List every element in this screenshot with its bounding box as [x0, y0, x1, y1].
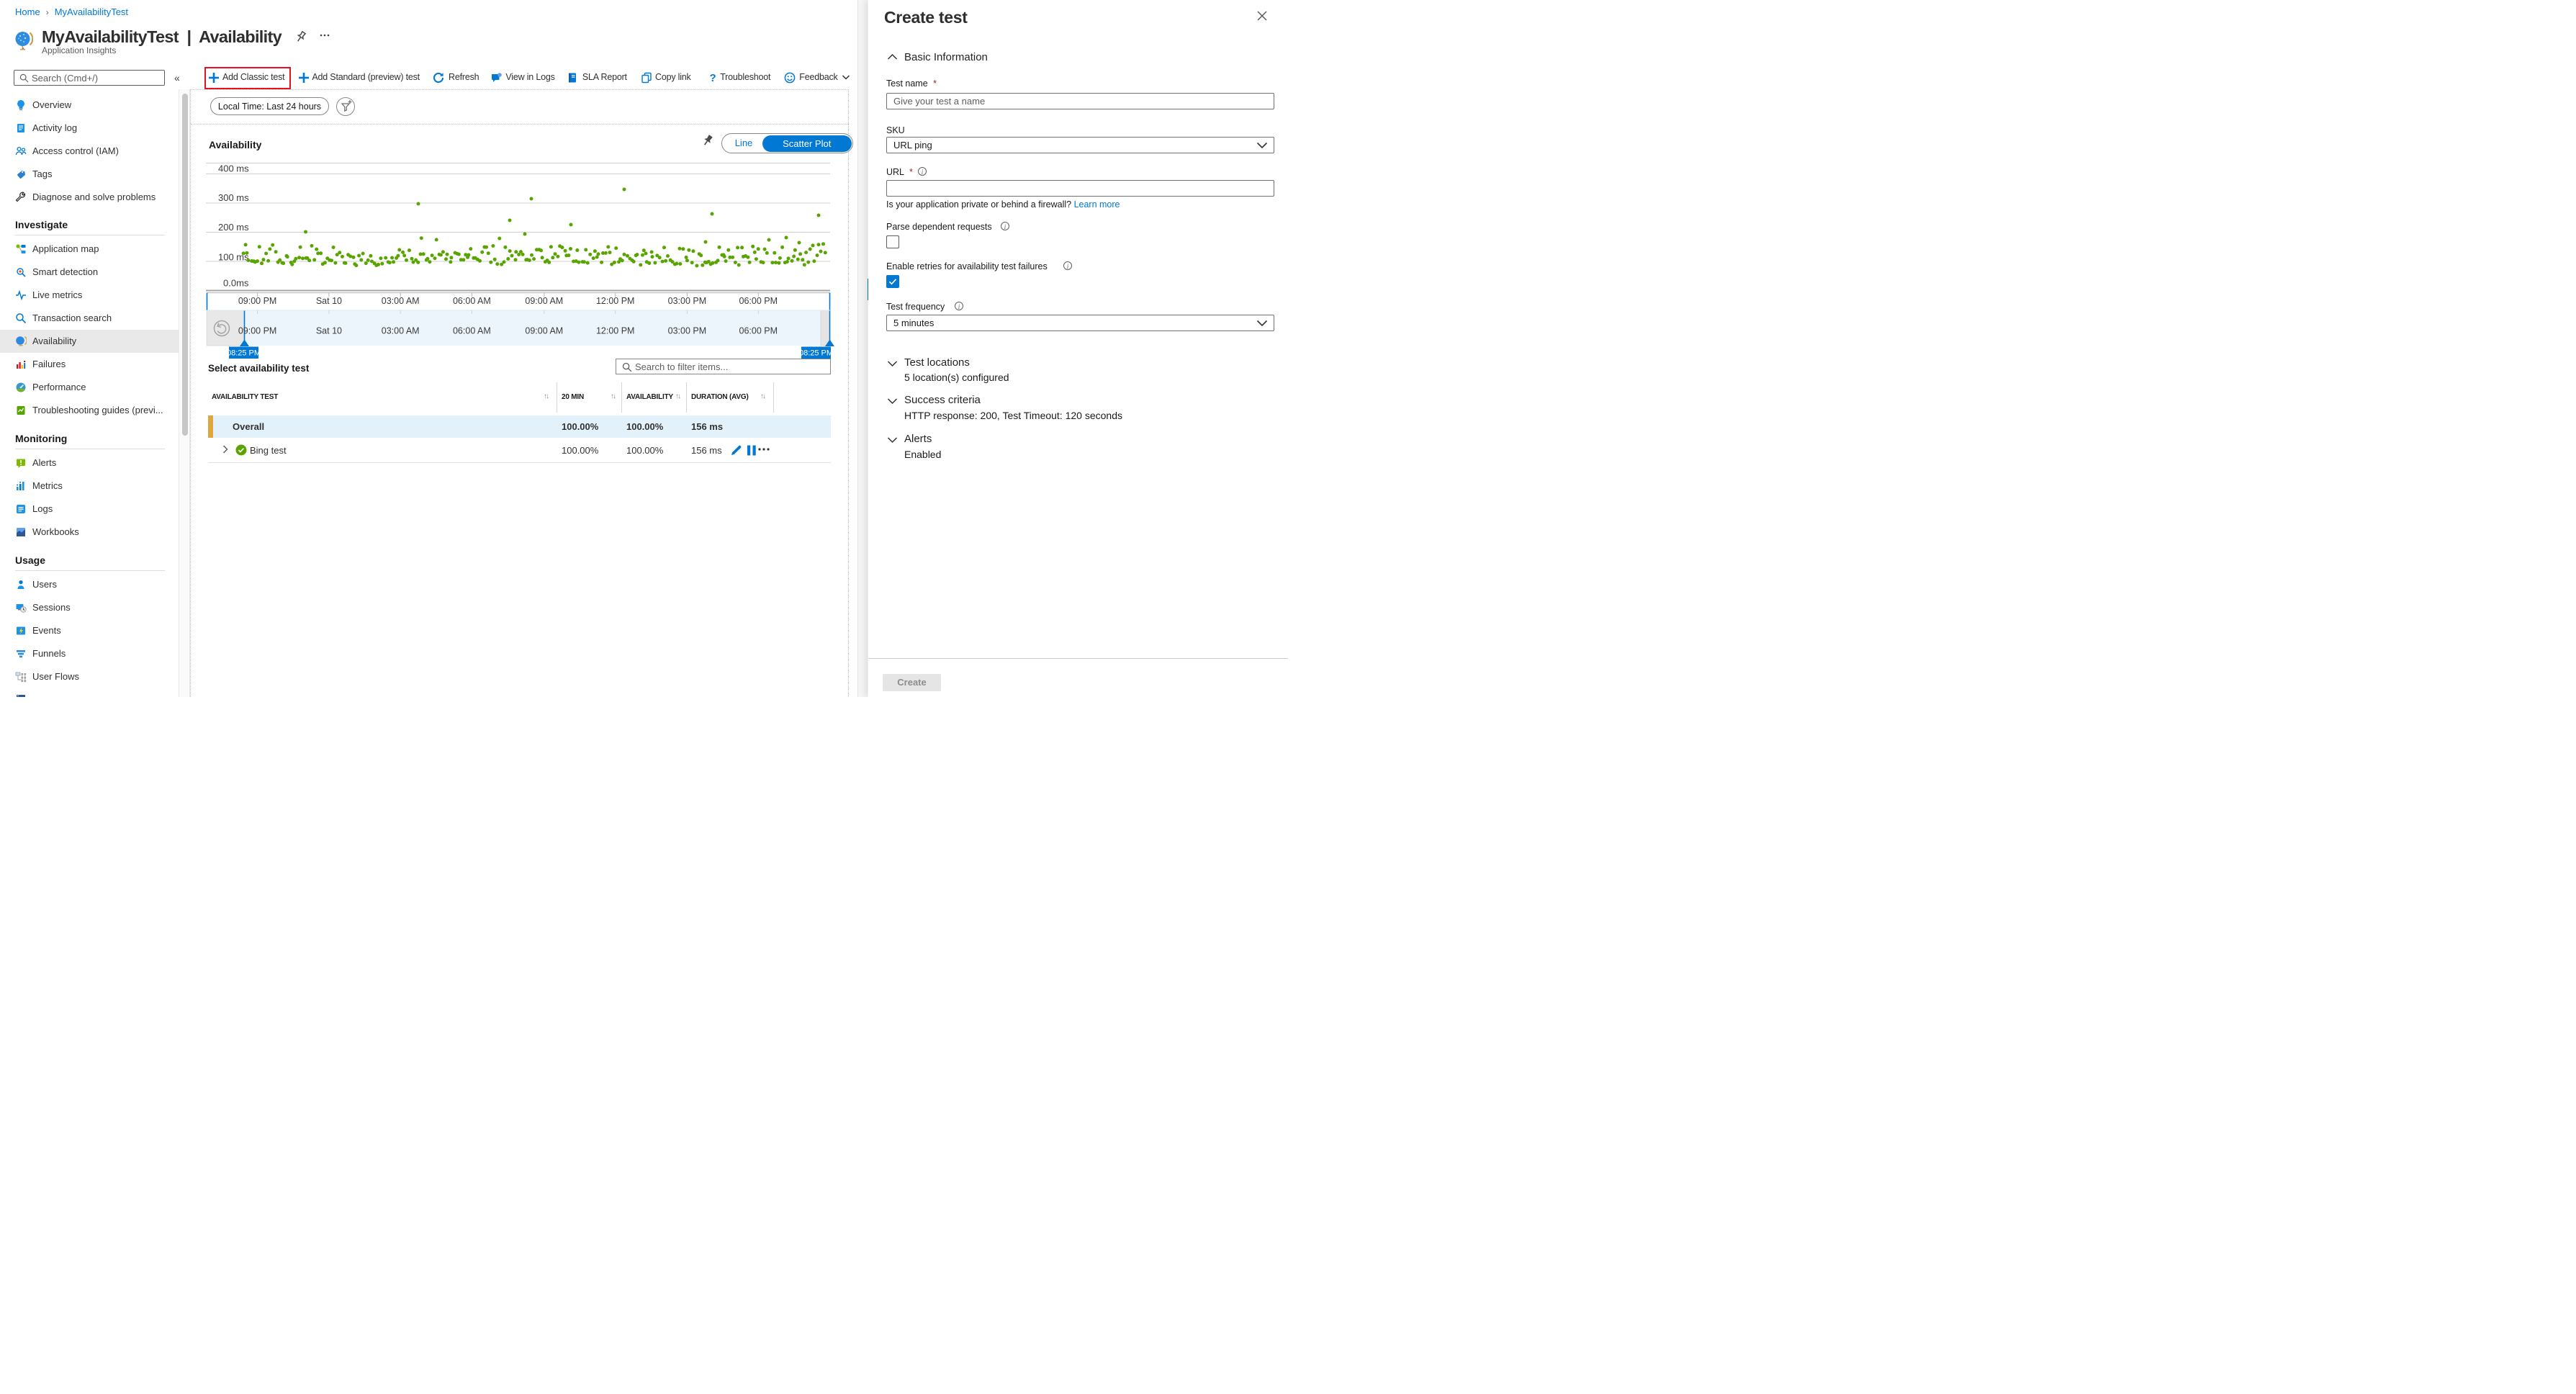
svg-text:200 ms: 200 ms — [218, 222, 249, 233]
svg-text:09:00 PM: 09:00 PM — [238, 326, 277, 336]
svg-text:12:00 PM: 12:00 PM — [596, 326, 635, 336]
svg-text:06:00 AM: 06:00 AM — [453, 326, 491, 336]
svg-text:12:00 PM: 12:00 PM — [596, 296, 635, 306]
svg-text:09:00 AM: 09:00 AM — [525, 296, 563, 306]
svg-text:08:25 PM: 08:25 PM — [227, 349, 261, 358]
svg-text:06:00 PM: 06:00 PM — [739, 296, 778, 306]
svg-text:08:25 PM: 08:25 PM — [799, 349, 833, 358]
svg-text:03:00 PM: 03:00 PM — [668, 326, 707, 336]
svg-text:100 ms: 100 ms — [218, 251, 249, 262]
svg-text:03:00 PM: 03:00 PM — [668, 296, 707, 306]
svg-text:Sat 10: Sat 10 — [316, 326, 342, 336]
svg-text:03:00 AM: 03:00 AM — [382, 296, 420, 306]
svg-text:09:00 PM: 09:00 PM — [238, 296, 277, 306]
svg-text:06:00 AM: 06:00 AM — [453, 296, 491, 306]
svg-text:06:00 PM: 06:00 PM — [739, 326, 778, 336]
svg-text:300 ms: 300 ms — [218, 192, 249, 203]
svg-text:0.0ms: 0.0ms — [223, 278, 249, 289]
svg-text:?: ? — [710, 72, 716, 84]
svg-text:09:00 AM: 09:00 AM — [525, 326, 563, 336]
svg-text:400 ms: 400 ms — [218, 163, 249, 174]
svg-text:03:00 AM: 03:00 AM — [382, 326, 420, 336]
svg-text:Sat 10: Sat 10 — [316, 296, 342, 306]
